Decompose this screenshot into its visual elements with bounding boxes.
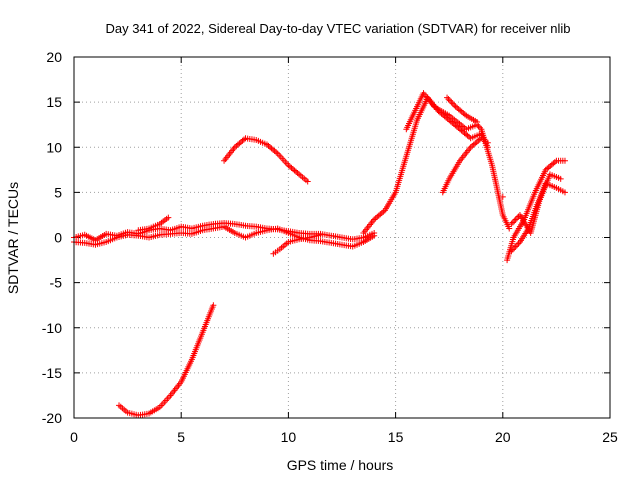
series-early-rise <box>135 214 172 234</box>
x-axis-label: GPS time / hours <box>287 457 394 473</box>
data-point <box>475 123 482 130</box>
data-point <box>444 94 451 101</box>
y-tick-label: -15 <box>42 365 62 381</box>
data-point <box>484 139 491 146</box>
x-tick-label: 25 <box>602 429 618 445</box>
data-point <box>512 243 519 250</box>
data-point <box>210 302 217 309</box>
y-tick-label: 10 <box>46 139 62 155</box>
data-point <box>304 178 311 185</box>
data-point <box>512 216 519 223</box>
y-tick-label: -20 <box>42 410 62 426</box>
data-point <box>451 102 458 109</box>
data-point <box>474 118 481 125</box>
series-evening-mid <box>508 171 564 236</box>
x-tick-labels: 0 5 10 15 20 25 <box>70 429 618 445</box>
data-point <box>449 100 456 107</box>
data-point <box>448 99 455 106</box>
series-evening-isolated <box>499 193 506 200</box>
y-tick-label: -5 <box>50 275 63 291</box>
y-tick-label: 5 <box>54 184 62 200</box>
y-tick-label: 20 <box>46 49 62 65</box>
data-point <box>557 175 564 182</box>
data-point <box>317 231 324 238</box>
x-tick-label: 15 <box>388 429 404 445</box>
data-point <box>511 217 518 224</box>
series-baseline-lower <box>71 223 378 250</box>
x-tick-label: 0 <box>70 429 78 445</box>
data-point <box>446 97 453 104</box>
x-tick-label: 5 <box>177 429 185 445</box>
series-mid-dip <box>270 231 324 257</box>
y-axis-label: SDTVAR / TECUs <box>5 182 21 294</box>
data-point <box>561 157 568 164</box>
series-late-arc <box>439 135 491 196</box>
data-point <box>509 219 516 226</box>
series-evening <box>504 157 568 264</box>
chart-title: Day 341 of 2022, Sidereal Day-to-day VTE… <box>105 21 570 36</box>
data-point <box>445 96 452 103</box>
data-points <box>71 90 568 419</box>
data-point <box>561 189 568 196</box>
data-point <box>371 232 378 239</box>
data-point <box>514 214 521 221</box>
y-tick-label: -10 <box>42 320 62 336</box>
data-point <box>165 214 172 221</box>
x-tick-label: 20 <box>495 429 511 445</box>
y-tick-label: 15 <box>46 94 62 110</box>
data-point <box>499 193 506 200</box>
x-tick-label: 10 <box>281 429 297 445</box>
data-point <box>506 225 513 232</box>
series-upper-right-arc <box>444 94 481 125</box>
series-mid-arc <box>221 135 311 185</box>
y-tick-label: 0 <box>54 230 62 246</box>
y-tick-labels: -20 -15 -10 -5 0 5 10 15 20 <box>42 49 62 426</box>
data-point <box>514 242 521 249</box>
series-low-curve <box>116 302 217 419</box>
series-afternoon-rise <box>360 94 491 236</box>
plot-frame <box>73 56 611 419</box>
